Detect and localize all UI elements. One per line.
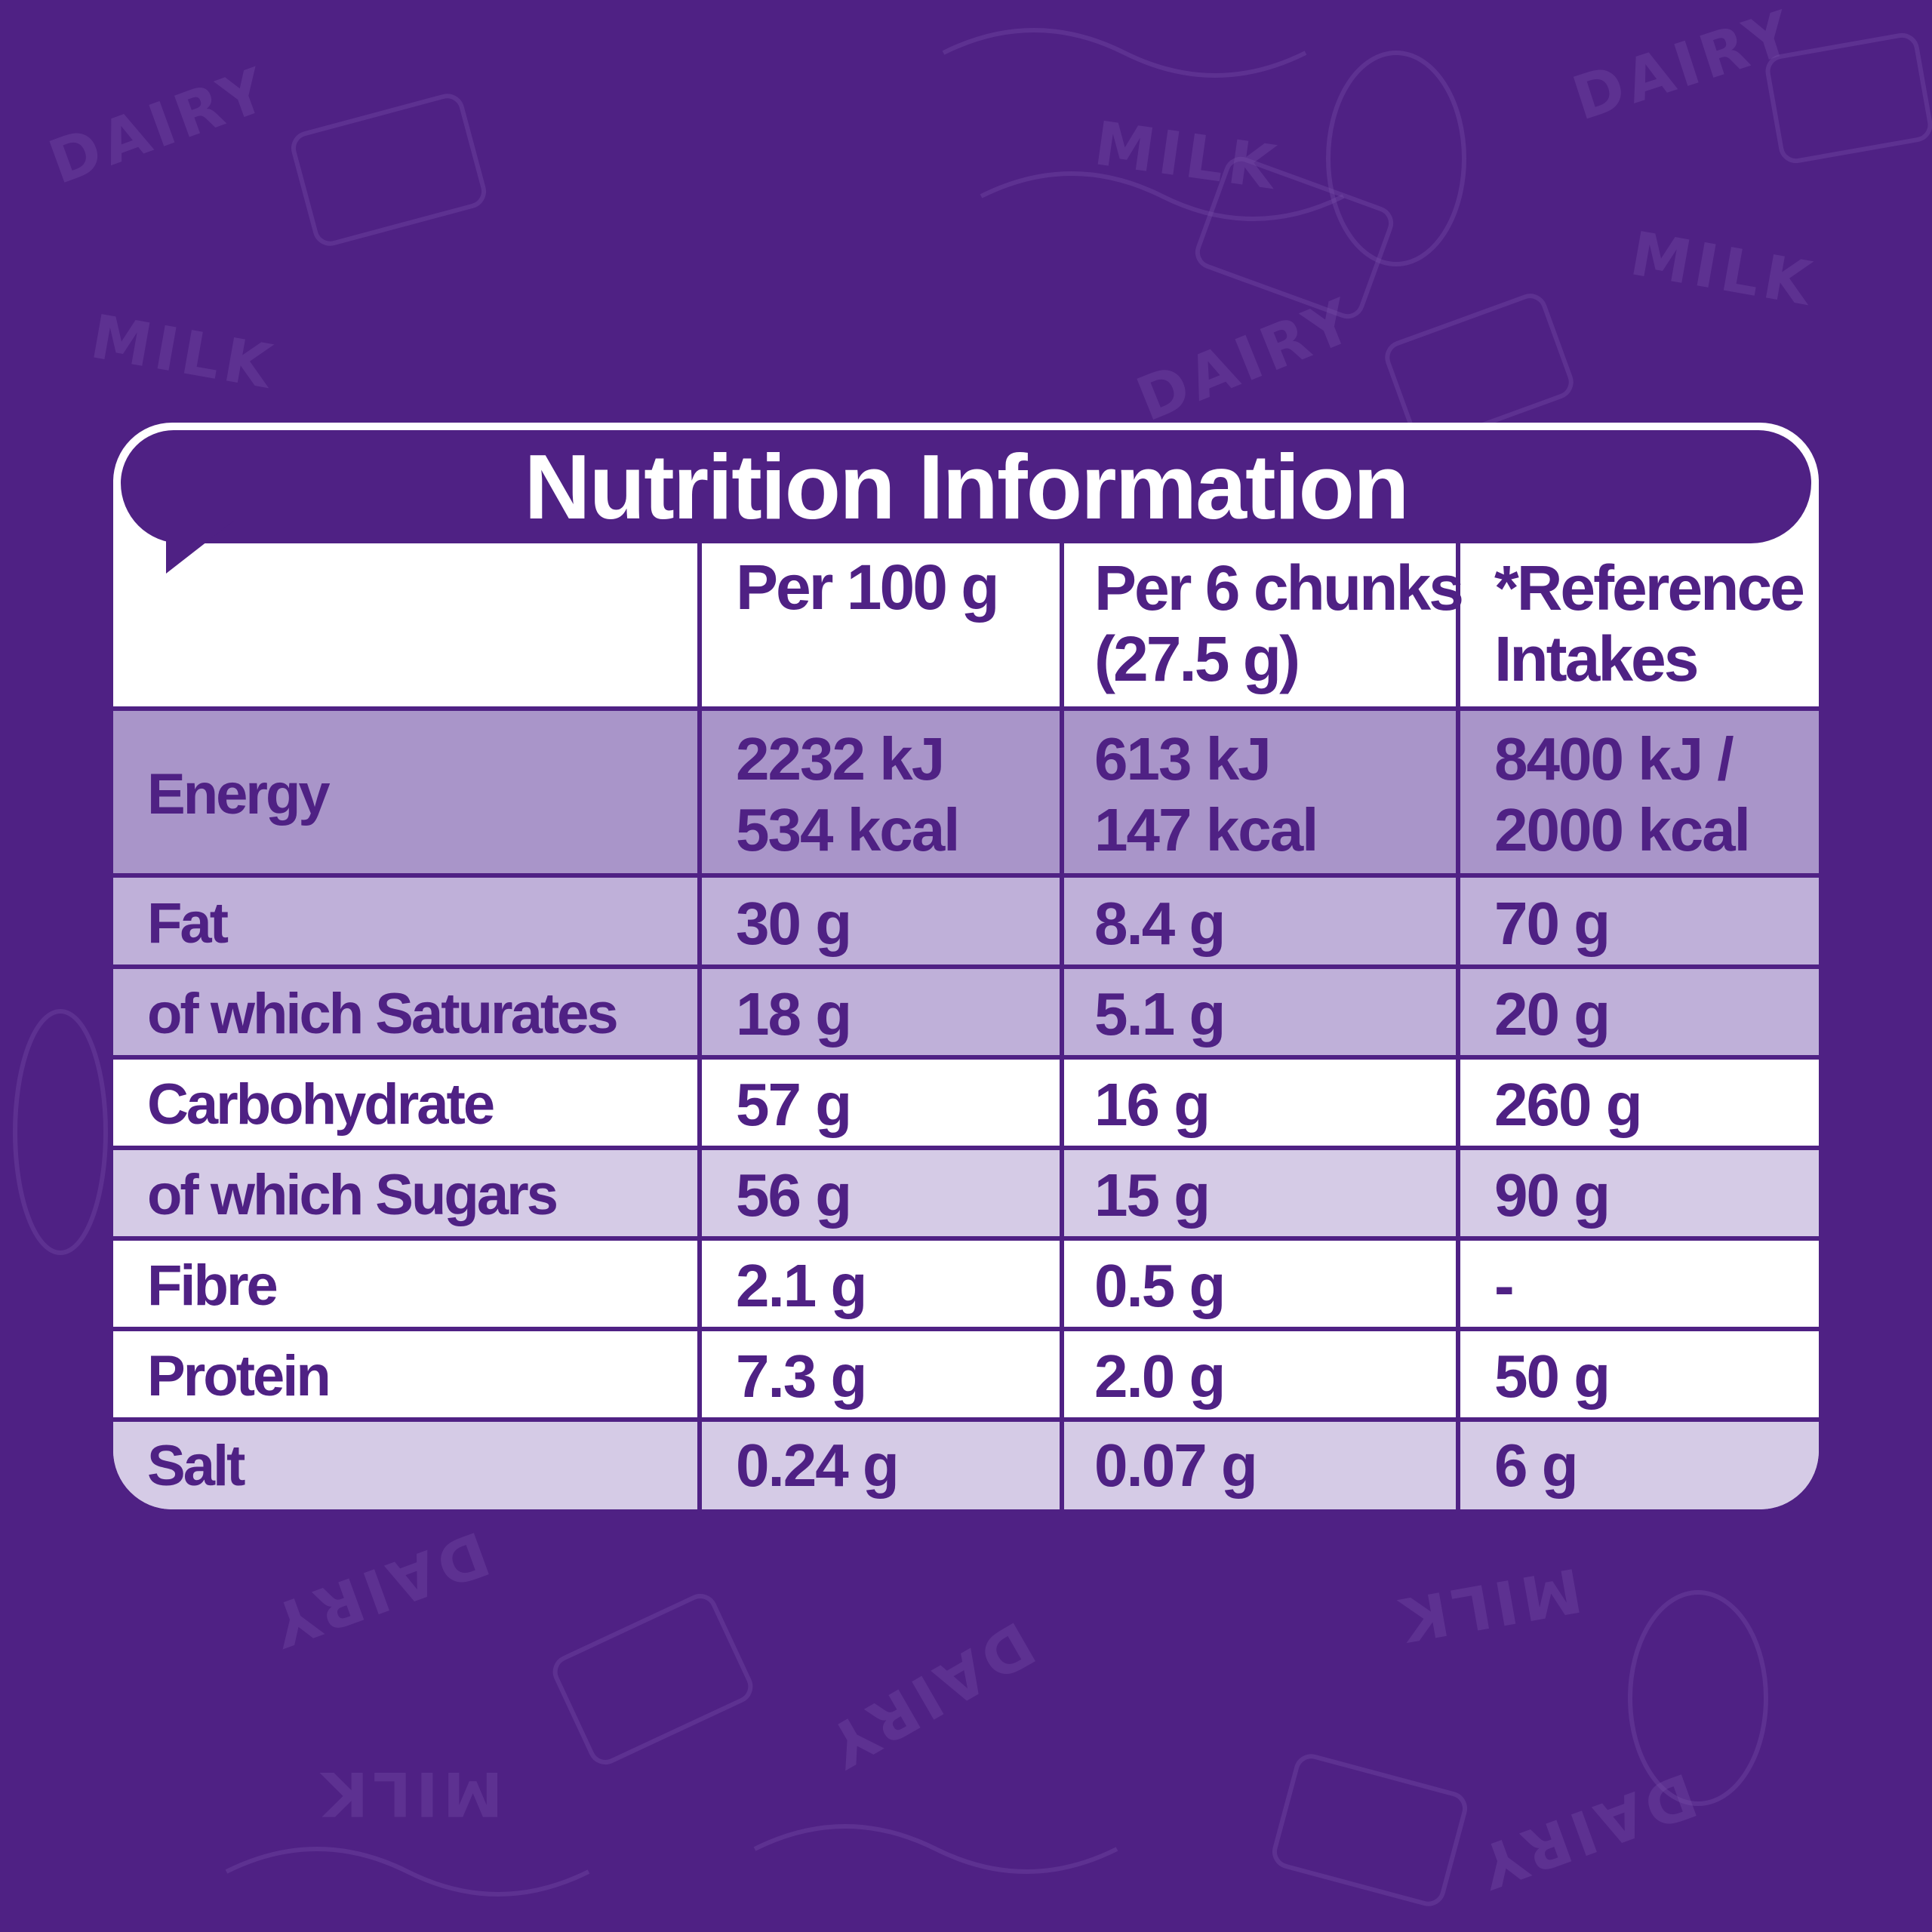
- banner-bubble-tail: [166, 521, 234, 574]
- saturates-per-100g: 18 g: [736, 980, 852, 1048]
- table-row: of which Saturates 18 g 5.1 g 20 g: [113, 964, 1819, 1059]
- row-label-fat: Fat: [147, 891, 229, 955]
- table-row: Salt 0.24 g 0.07 g 6 g: [113, 1417, 1819, 1509]
- header-reference-intakes: *Reference Intakes: [1494, 543, 1811, 694]
- row-label-energy: Energy: [147, 762, 331, 826]
- salt-per-6-chunks: 0.07 g: [1094, 1432, 1258, 1499]
- energy-per-6-chunks-kj: 613 kJ: [1094, 724, 1272, 792]
- sugars-per-100g: 56 g: [736, 1161, 852, 1229]
- table-row: Fibre 2.1 g 0.5 g -: [113, 1236, 1819, 1331]
- energy-per-6-chunks: 613 kJ 147 kcal: [1094, 711, 1472, 878]
- title-banner: Nutrition Information: [121, 430, 1811, 574]
- protein-per-100g: 7.3 g: [736, 1342, 867, 1410]
- salt-reference-intake: 6 g: [1494, 1432, 1579, 1499]
- header-per-100g-label: Per 100 g: [736, 552, 1000, 623]
- fibre-per-100g: 2.1 g: [736, 1251, 867, 1319]
- saturates-per-6-chunks: 5.1 g: [1094, 980, 1226, 1048]
- row-label-saturates: of which Saturates: [147, 982, 619, 1046]
- nutrition-panel: Per 100 g Per 6 chunks (27.5 g) *Referen…: [113, 423, 1819, 1509]
- table-row: of which Sugars 56 g 15 g 90 g: [113, 1146, 1819, 1240]
- energy-per-100g: 2232 kJ 534 kcal: [736, 711, 1091, 878]
- header-reference-intakes-line1: *Reference: [1494, 552, 1805, 623]
- salt-per-100g: 0.24 g: [736, 1432, 900, 1499]
- carbohydrate-per-6-chunks: 16 g: [1094, 1070, 1211, 1138]
- column-divider: [697, 543, 702, 1509]
- row-label-fibre: Fibre: [147, 1254, 278, 1318]
- table-header-row: Per 100 g Per 6 chunks (27.5 g) *Referen…: [113, 543, 1819, 694]
- header-reference-intakes-line2: Intakes: [1494, 623, 1699, 694]
- table-row: Fat 30 g 8.4 g 70 g: [113, 873, 1819, 969]
- carbohydrate-reference-intake: 260 g: [1494, 1070, 1643, 1138]
- nutrition-table: Per 100 g Per 6 chunks (27.5 g) *Referen…: [113, 423, 1819, 1509]
- row-label-protein: Protein: [147, 1344, 331, 1408]
- energy-per-100g-kcal: 534 kcal: [736, 795, 960, 863]
- sugars-per-6-chunks: 15 g: [1094, 1161, 1211, 1229]
- fibre-reference-intake: -: [1494, 1251, 1515, 1319]
- energy-reference-intake: 8400 kJ / 2000 kcal: [1494, 711, 1811, 878]
- table-row-energy: Energy 2232 kJ 534 kcal 613 kJ 147 kcal …: [113, 706, 1819, 878]
- header-per-100g: Per 100 g: [736, 543, 1091, 694]
- fat-per-6-chunks: 8.4 g: [1094, 889, 1226, 957]
- saturates-reference-intake: 20 g: [1494, 980, 1611, 1048]
- sugars-reference-intake: 90 g: [1494, 1161, 1611, 1229]
- energy-reference-intake-kj: 8400 kJ /: [1494, 724, 1734, 792]
- energy-reference-intake-kcal: 2000 kcal: [1494, 795, 1751, 863]
- protein-reference-intake: 50 g: [1494, 1342, 1611, 1410]
- header-per-6-chunks-line2: (27.5 g): [1094, 623, 1300, 694]
- energy-per-6-chunks-kcal: 147 kcal: [1094, 795, 1318, 863]
- page-title: Nutrition Information: [524, 435, 1409, 538]
- energy-per-100g-kj: 2232 kJ: [736, 724, 945, 792]
- row-label-salt: Salt: [147, 1433, 245, 1498]
- row-label-sugars: of which Sugars: [147, 1163, 558, 1227]
- carbohydrate-per-100g: 57 g: [736, 1070, 852, 1138]
- fat-reference-intake: 70 g: [1494, 889, 1611, 957]
- column-divider: [1060, 543, 1064, 1509]
- table-row: Carbohydrate 57 g 16 g 260 g: [113, 1055, 1819, 1149]
- header-per-6-chunks: Per 6 chunks (27.5 g): [1094, 543, 1472, 694]
- row-label-carbohydrate: Carbohydrate: [147, 1072, 495, 1137]
- column-divider: [1456, 543, 1460, 1509]
- protein-per-6-chunks: 2.0 g: [1094, 1342, 1226, 1410]
- fat-per-100g: 30 g: [736, 889, 852, 957]
- header-per-6-chunks-line1: Per 6 chunks: [1094, 552, 1464, 623]
- table-row: Protein 7.3 g 2.0 g 50 g: [113, 1327, 1819, 1421]
- fibre-per-6-chunks: 0.5 g: [1094, 1251, 1226, 1319]
